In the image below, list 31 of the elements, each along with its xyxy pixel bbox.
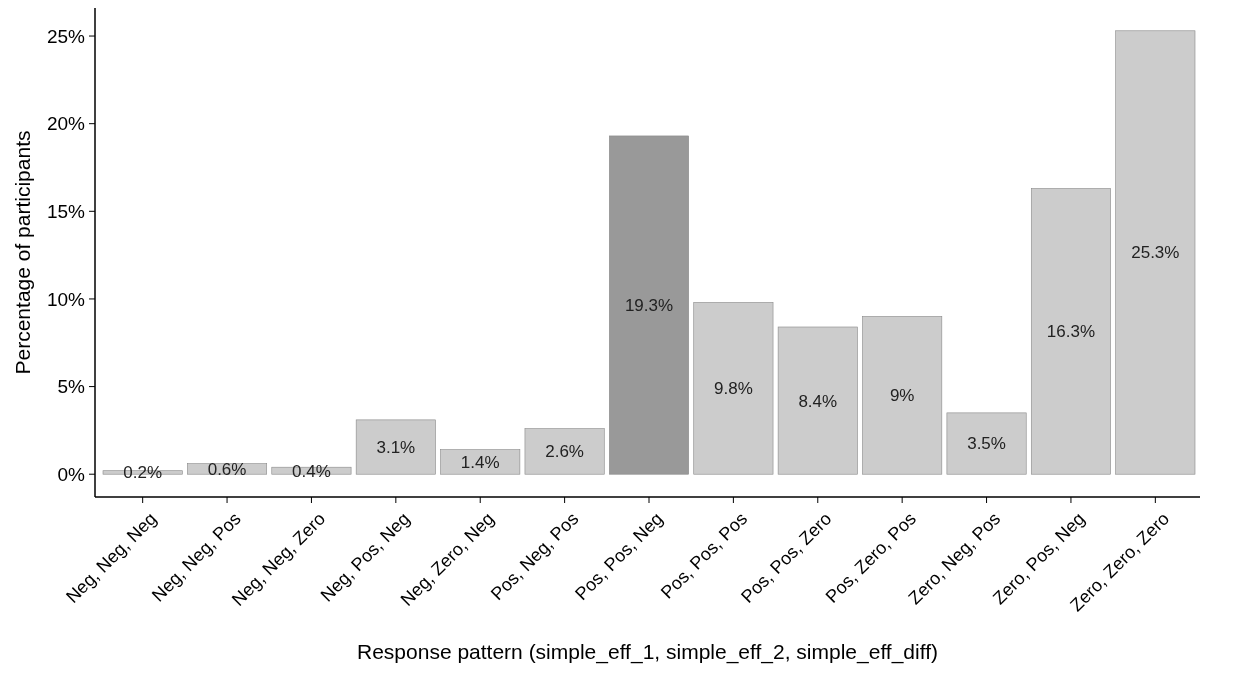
data-label: 9% [889,386,915,406]
data-label: 0.2% [123,463,163,483]
data-label: 25.3% [1131,243,1180,263]
y-tick-label: 5% [57,376,86,398]
y-tick-label: 10% [46,288,86,310]
bar [440,449,521,475]
y-tick-label: 20% [46,113,86,135]
bar [355,419,436,475]
data-label: 2.6% [545,442,584,462]
bar [609,135,689,475]
bar [693,302,774,475]
data-label: 9.8% [714,379,753,399]
bar [777,326,858,475]
data-label: 0.4% [292,461,331,481]
bar [1115,30,1196,475]
bar [946,412,1027,475]
data-label: 16.3% [1046,322,1096,342]
data-label: 19.3% [624,296,674,316]
bar [862,316,943,475]
data-label: 3.5% [967,434,1006,454]
x-axis-title: Response pattern (simple_eff_1, simple_eff_2, simple_eff_diff) [357,640,938,664]
data-label: 0.6% [207,459,247,479]
data-label: 8.4% [798,391,838,411]
y-axis-title: Percentage of participants [11,130,34,375]
data-label: 3.1% [376,438,416,457]
data-label: 1.4% [460,452,500,472]
y-tick-label: 0% [57,463,86,485]
bar [524,428,605,475]
y-tick-label: 15% [46,200,86,222]
y-tick-label: 25% [46,25,86,47]
bar [1030,188,1111,475]
